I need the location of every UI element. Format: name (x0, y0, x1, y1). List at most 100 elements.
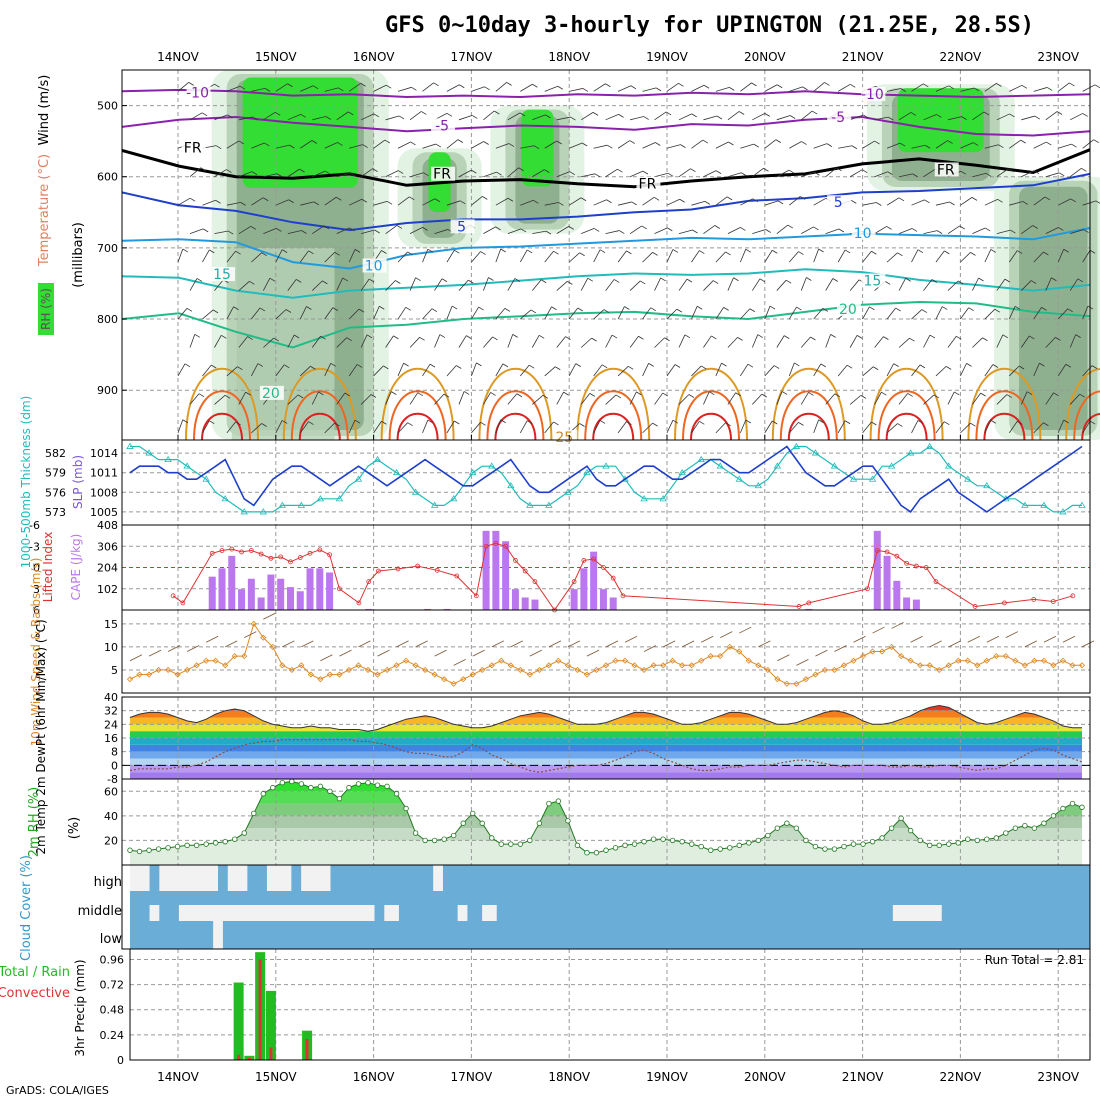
wind-barb (849, 335, 858, 348)
wind-barb (422, 363, 431, 377)
wind-barb-flag (446, 113, 453, 117)
warm-isotherm-arc (584, 390, 643, 441)
wind-barb-flag (533, 145, 540, 150)
wind-speed-point (136, 671, 143, 678)
wind-barb (960, 87, 975, 92)
surface-wind-barb (358, 640, 371, 648)
wind-barb (446, 249, 455, 263)
wind-barb (287, 113, 301, 121)
wind-barb (996, 229, 1011, 235)
wind-barb (299, 365, 311, 377)
wind-barb (580, 278, 589, 291)
wind-barb (1033, 422, 1044, 434)
wind-barb-flag (457, 139, 464, 143)
wind-barb (630, 116, 644, 121)
wind-barb-flag (641, 225, 647, 230)
wind-barb-flag (956, 335, 962, 340)
wind-barb-flag (337, 142, 343, 146)
date-labels-top: 14NOV 15NOV 16NOV 17NOV 18NOV 19NOV 20NOV 21NOV… (157, 50, 1080, 64)
temp-tick-label: 8 (111, 746, 118, 759)
wind-barb-flag (591, 337, 597, 342)
wind-speed-point (688, 662, 695, 669)
wind-barb (385, 280, 396, 291)
wind-barb (507, 334, 514, 348)
wind-barb (703, 335, 712, 348)
surface-wind-barb (586, 649, 600, 657)
wind-barb (788, 196, 801, 206)
wind-barb (593, 144, 608, 149)
wind-barb-flag (613, 279, 620, 283)
wind-barb-flag (1017, 250, 1023, 254)
wind-barb (703, 280, 714, 291)
precip-tick-label: 0.72 (100, 979, 125, 992)
wind-barb-flag (851, 145, 858, 150)
wind-barb-flag (379, 305, 385, 310)
wind-barb (1008, 250, 1018, 263)
wind-barb (287, 394, 299, 405)
wind-barb-flag (356, 364, 363, 368)
wind-barb (1058, 198, 1071, 206)
surface-wind-barb (339, 649, 352, 657)
temp-tick-label: 40 (104, 691, 118, 704)
wind-speed-point (412, 662, 419, 669)
wind-barb (299, 421, 309, 434)
lifted-index-point (297, 555, 303, 560)
li-tick-label: 3 (33, 583, 40, 596)
rh-point (260, 791, 266, 797)
wind-barb (1021, 170, 1035, 178)
wind-barb (764, 365, 775, 377)
wind-barb-flag (188, 82, 194, 86)
wind-barb (238, 391, 246, 405)
precip-total-bar (233, 982, 244, 1060)
wind-barb-flag (421, 111, 427, 115)
surface-wind-barb (948, 640, 961, 648)
thickness-point (945, 462, 953, 469)
rh-point (412, 830, 419, 836)
wind-barb (1082, 420, 1091, 434)
wind-barb (850, 114, 864, 121)
isotherm-line (121, 300, 1091, 349)
wind-barb-flag (667, 172, 674, 177)
lifted-index-point (601, 565, 606, 570)
rh-point (355, 781, 362, 787)
thickness-point (735, 475, 743, 482)
thickness-point (392, 468, 401, 476)
wind-barb-flag (696, 305, 703, 310)
wind-barb (1021, 280, 1032, 291)
wind-barb-flag (652, 422, 658, 427)
warm-isotherm-arc (396, 412, 439, 441)
wind-barb (312, 225, 325, 234)
wind-barb-flag (569, 171, 576, 175)
wind-speed-point (555, 657, 562, 664)
wind-barb (287, 230, 302, 235)
wind-barb (911, 249, 919, 263)
wind-barb (691, 84, 705, 92)
wind-barb (617, 366, 629, 377)
wind-barb-flag (599, 420, 606, 424)
rh-point (574, 842, 581, 849)
wind-barb (764, 420, 773, 434)
cape-bar (903, 597, 911, 610)
wind-barb-flag (480, 251, 486, 255)
date-label: 19NOV (646, 50, 688, 64)
wind-barb-flag (403, 362, 409, 367)
wind-barb (813, 197, 827, 206)
wind-speed-point (174, 671, 181, 678)
wind-barb-flag (690, 168, 696, 173)
wind-barb-flag (818, 419, 824, 424)
wind-barb (569, 88, 583, 92)
wind-barb-flag (1021, 84, 1028, 89)
wind-barb (189, 112, 203, 121)
wind-speed-point (898, 653, 905, 660)
contour-label-bg (861, 87, 886, 102)
wind-speed-point (1012, 657, 1019, 664)
cape-bar (893, 580, 901, 610)
wind-barb (947, 225, 960, 234)
wind-barb-flag (484, 86, 490, 91)
wind-barb-flag (933, 394, 940, 399)
wind-barb-flag (655, 142, 661, 146)
wind-barb (1082, 305, 1089, 320)
wind-barb (361, 229, 375, 235)
contour-label: -10 (861, 87, 884, 103)
thickness-point (526, 501, 534, 508)
